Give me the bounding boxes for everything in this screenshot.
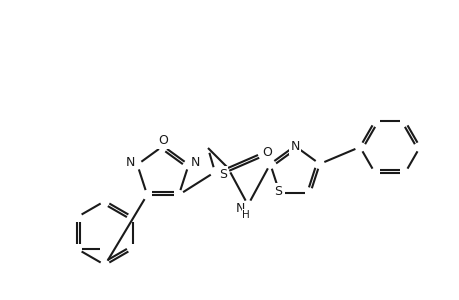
Text: N: N (125, 156, 134, 169)
Text: N: N (235, 202, 244, 215)
Text: O: O (158, 134, 168, 148)
Text: N: N (290, 140, 299, 154)
Text: O: O (262, 146, 271, 160)
Text: H: H (241, 210, 249, 220)
Text: S: S (218, 167, 226, 181)
Text: N: N (190, 156, 200, 169)
Text: S: S (273, 184, 281, 197)
